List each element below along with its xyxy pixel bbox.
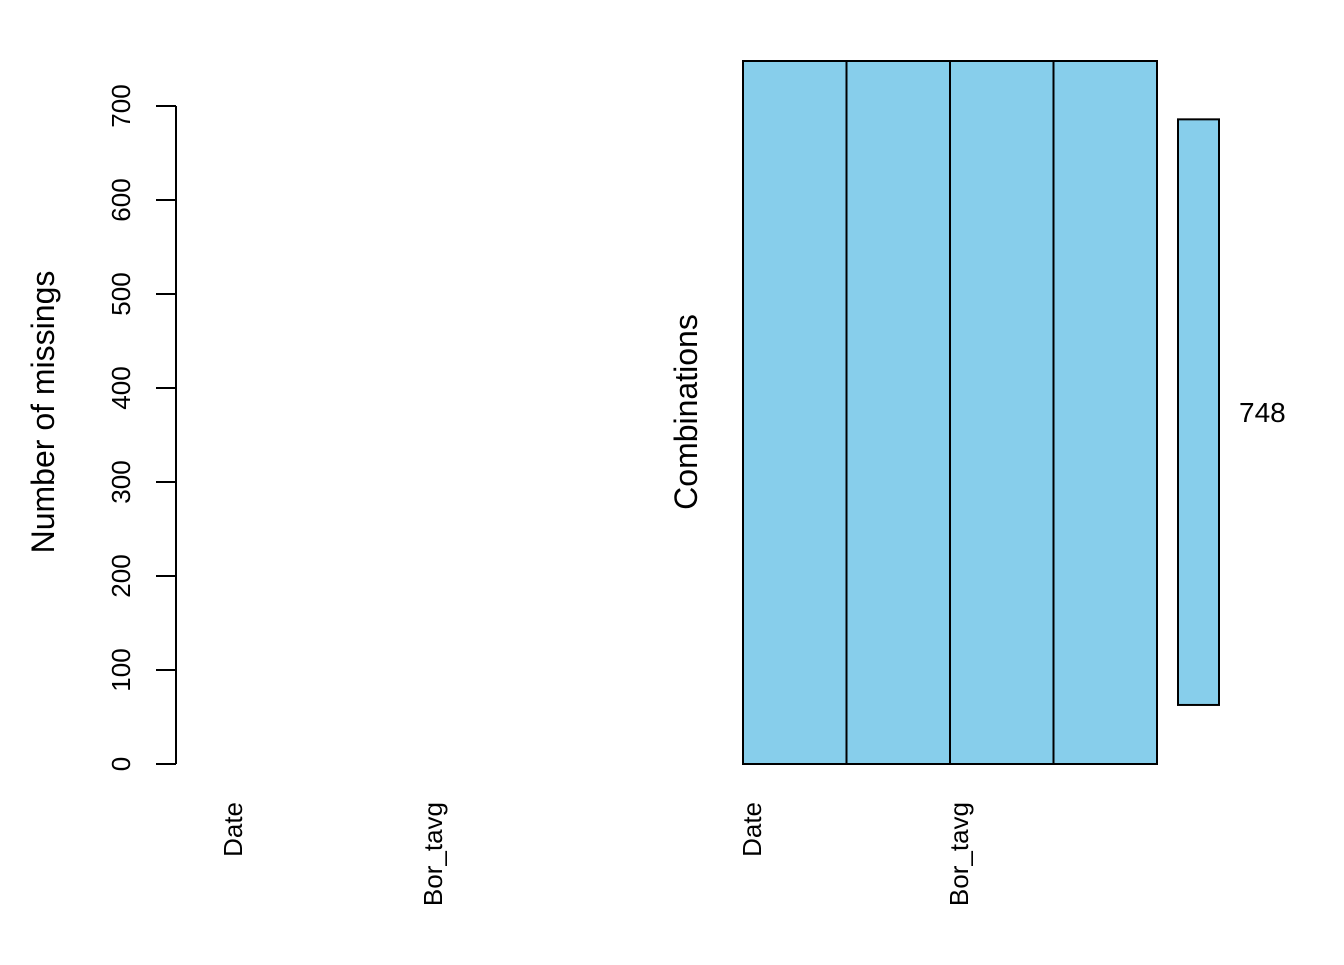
combination-cell xyxy=(742,60,848,765)
x-tick-label: Date xyxy=(218,802,248,857)
y-tick-label: 500 xyxy=(106,272,136,315)
combinations-panel: Date Bor_tavg Combinations 748 xyxy=(668,60,1286,906)
x-tick-label: Bor_tavg xyxy=(418,802,448,906)
x-tick-label: Bor_tavg xyxy=(944,802,974,906)
y-tick-label: 200 xyxy=(106,554,136,597)
combination-cell xyxy=(845,60,951,765)
missings-barplot-panel: 0 100 200 300 400 500 600 700 Number of missings… xyxy=(25,84,448,906)
y-tick-label: 600 xyxy=(106,178,136,221)
frequency-bar xyxy=(1177,118,1220,706)
frequency-label: 748 xyxy=(1239,397,1286,428)
y-axis-label: Combinations xyxy=(668,314,704,510)
y-tick-label: 700 xyxy=(106,84,136,127)
y-tick-label: 100 xyxy=(106,648,136,691)
y-tick-label: 400 xyxy=(106,366,136,409)
x-tick-label: Date xyxy=(737,802,767,857)
y-axis-label: Number of missings xyxy=(25,271,61,554)
y-tick-label: 0 xyxy=(106,757,136,771)
combination-cell xyxy=(1052,60,1158,765)
combination-cell xyxy=(949,60,1055,765)
y-tick-label: 300 xyxy=(106,460,136,503)
